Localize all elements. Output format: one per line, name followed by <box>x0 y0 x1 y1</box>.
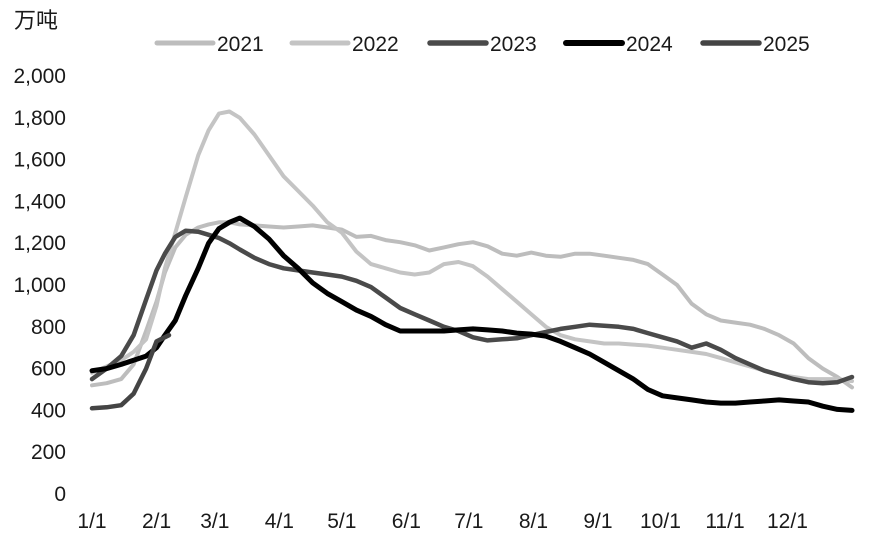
series-line-2022 <box>90 109 854 384</box>
y-tick-label: 800 <box>31 316 66 339</box>
x-tick-label: 3/1 <box>200 510 229 533</box>
legend-label-2024: 2024 <box>626 33 673 56</box>
x-tick-label: 11/1 <box>705 510 744 533</box>
legend: 2021 2022 2023 2024 2025 <box>154 33 810 56</box>
x-tick-label: 8/1 <box>519 510 548 533</box>
y-tick-label: 1,600 <box>13 149 66 172</box>
y-tick-label: 600 <box>31 358 66 381</box>
x-tick-label: 6/1 <box>392 510 421 533</box>
y-tick-label: 1,800 <box>13 107 66 130</box>
axes: 0 200 400 600 800 1,000 1,200 1,400 1,600 1,800 2,… <box>13 65 807 533</box>
x-tick-label: 1/1 <box>77 510 106 533</box>
series-line-2021 <box>90 220 854 390</box>
x-tick-label: 4/1 <box>265 510 294 533</box>
y-tick-label: 0 <box>54 483 66 506</box>
series-line-2024 <box>89 215 855 413</box>
y-tick-label: 400 <box>31 399 66 422</box>
x-tick-label: 9/1 <box>583 510 612 533</box>
x-tick-label: 12/1 <box>767 510 808 533</box>
x-tick-label: 2/1 <box>142 510 171 533</box>
legend-label-2021: 2021 <box>217 33 264 56</box>
y-tick-label: 1,000 <box>13 274 66 297</box>
plot-area <box>89 109 855 413</box>
y-tick-label: 1,400 <box>13 190 66 213</box>
y-tick-label: 1,200 <box>13 232 66 255</box>
y-axis-unit-label: 万吨 <box>14 9 59 34</box>
x-tick-label: 5/1 <box>327 510 356 533</box>
series-line-2025 <box>89 332 172 411</box>
y-tick-label: 2,000 <box>13 65 66 88</box>
legend-label-2025: 2025 <box>763 33 810 56</box>
legend-label-2023: 2023 <box>490 33 537 56</box>
legend-label-2022: 2022 <box>352 33 399 56</box>
x-tick-label: 10/1 <box>640 510 681 533</box>
y-tick-label: 200 <box>31 441 66 464</box>
x-tick-label: 7/1 <box>454 510 483 533</box>
